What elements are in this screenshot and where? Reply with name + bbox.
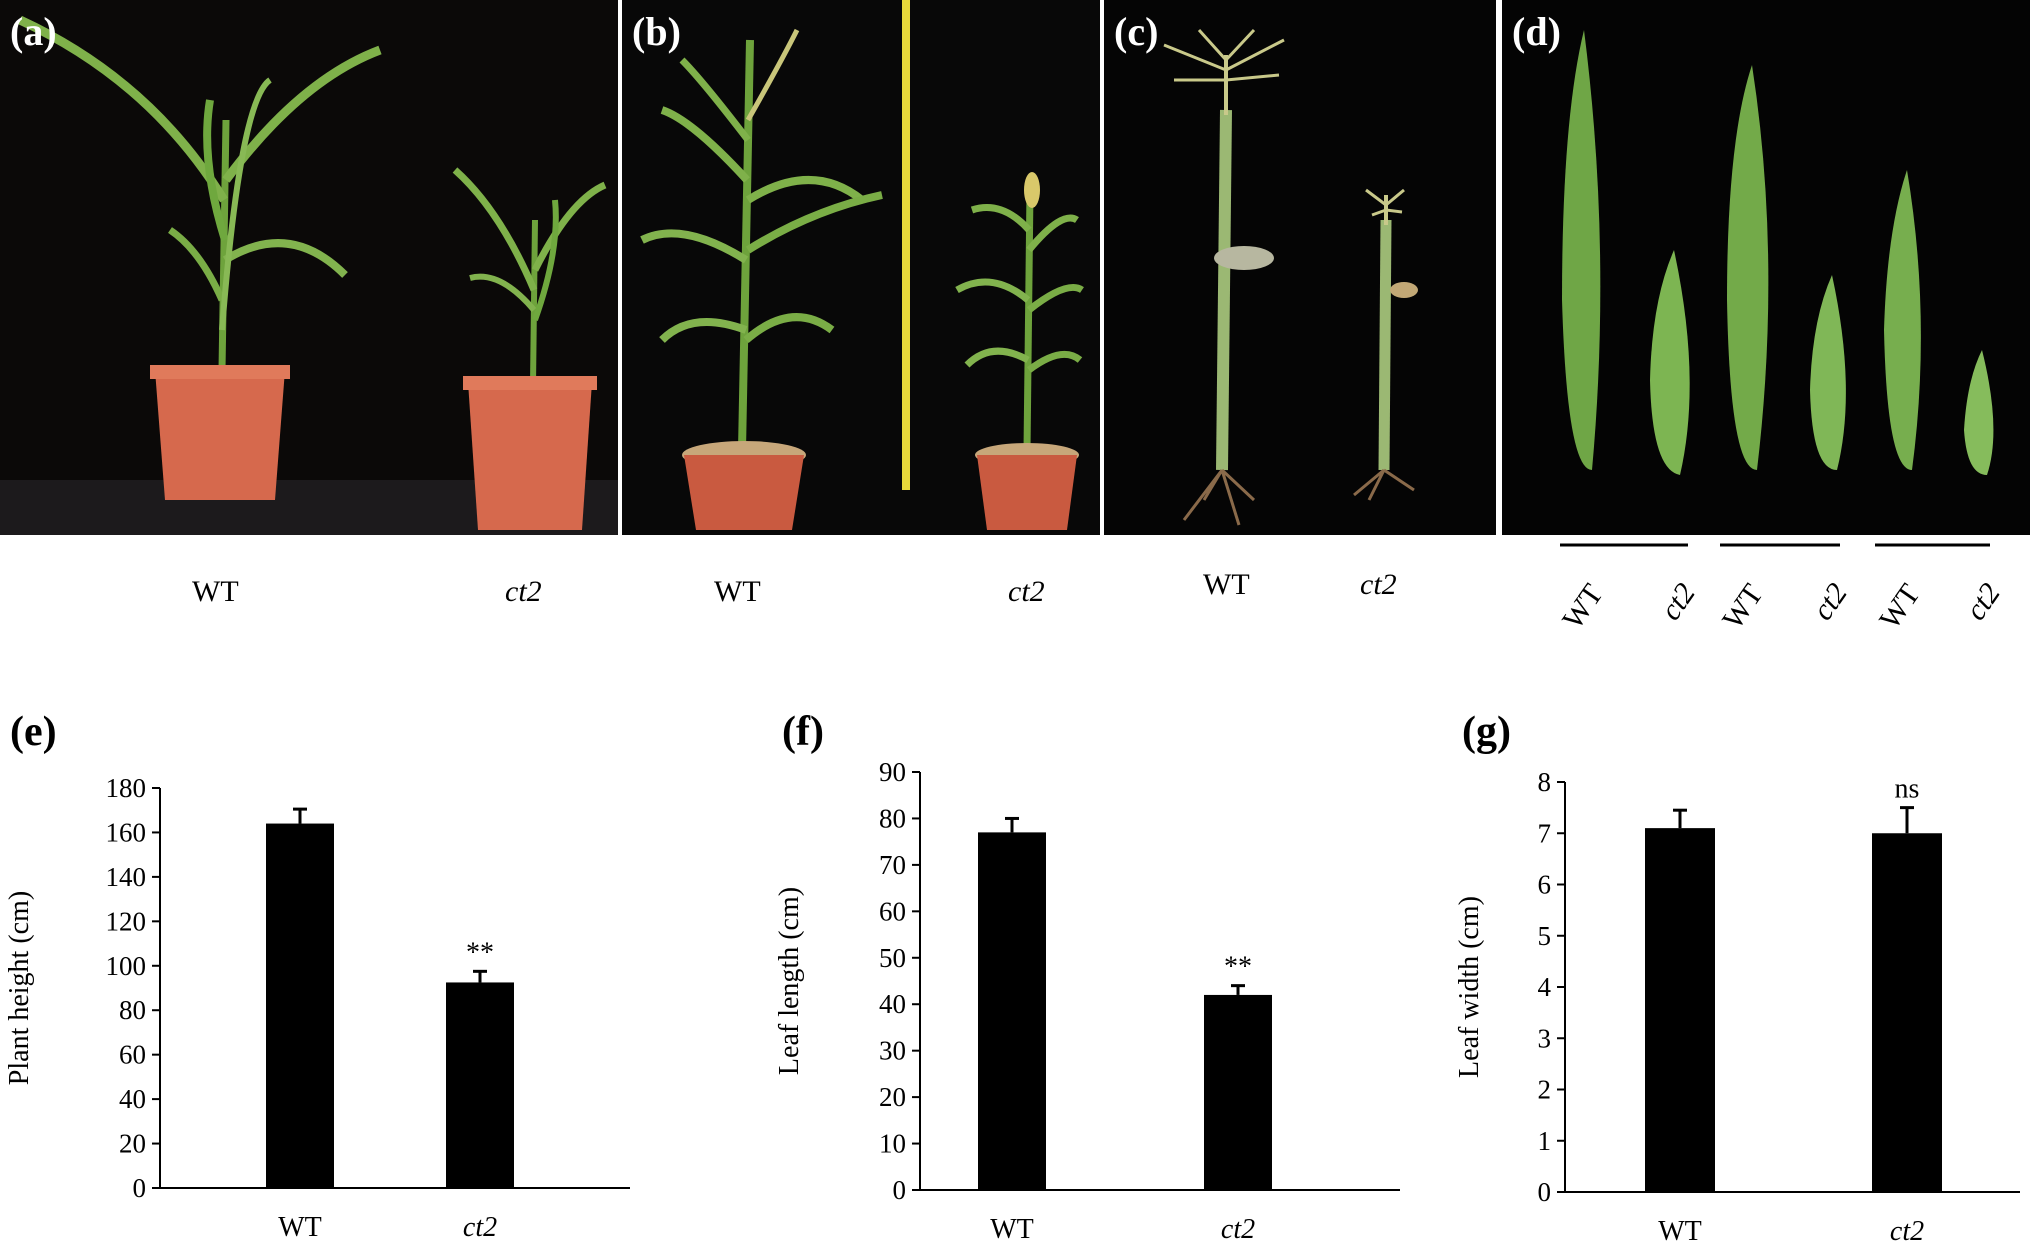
bar-chart-plant-height: 0 20 40 60 80 100 120 140 160 180 Plant height (cm… (4, 773, 630, 1243)
panel-label-d: (d) (1512, 9, 1561, 54)
y-tick-label: 160 (106, 817, 147, 847)
y-tick-label: 80 (879, 803, 906, 833)
bar-ct2 (446, 982, 514, 1188)
y-tick-label: 7 (1538, 818, 1552, 848)
photo-panel-a: (a) (0, 0, 618, 535)
y-axis-title: Plant height (cm) (4, 891, 35, 1085)
y-tick-label: 5 (1538, 921, 1552, 951)
bar-wt (266, 823, 334, 1188)
bar-chart-leaf-width: 0 1 2 3 4 5 6 7 8 Leaf width (cm) WT ns ct2 (1454, 767, 2020, 1247)
x-tick-label: WT (990, 1214, 1034, 1245)
photo-panel-d: (d) (1502, 0, 2030, 535)
y-tick-label: 90 (879, 757, 906, 787)
bar-ct2 (1204, 994, 1272, 1190)
significance-label: ** (466, 937, 494, 968)
y-axis-title: Leaf width (cm) (1454, 896, 1485, 1078)
y-tick-label: 120 (106, 906, 147, 936)
leaf-illustration-d (1562, 30, 1994, 475)
y-tick-label: 140 (106, 862, 147, 892)
y-tick-label: 40 (879, 989, 906, 1019)
y-tick-label: 80 (119, 995, 146, 1025)
chart-label-e: (e) (10, 709, 57, 755)
x-tick-label: ct2 (1221, 1214, 1255, 1245)
leaf-group-lines (1560, 543, 1990, 547)
y-tick-label: 50 (879, 943, 906, 973)
chart-label-f: (f) (782, 709, 824, 755)
y-tick-label: 2 (1538, 1075, 1552, 1105)
y-tick-label: 0 (133, 1173, 147, 1203)
y-tick-label: 10 (879, 1129, 906, 1159)
y-tick-label: 0 (1538, 1177, 1552, 1207)
x-tick-label: WT (278, 1212, 322, 1243)
y-tick-label: 3 (1538, 1023, 1552, 1053)
genotype-label-a-ct2: ct2 (505, 575, 542, 608)
y-tick-label: 1 (1538, 1126, 1552, 1156)
y-tick-label: 40 (119, 1084, 146, 1114)
significance-label: ** (1224, 952, 1252, 983)
y-tick-label: 180 (106, 773, 147, 803)
photo-panel-b: (b) (622, 0, 1100, 535)
genotype-label-a-wt: WT (192, 575, 239, 608)
seedling-illustration-a (0, 15, 618, 535)
y-tick-label: 70 (879, 850, 906, 880)
genotype-label-c-wt: WT (1203, 568, 1250, 601)
genotype-label-b-ct2: ct2 (1008, 575, 1045, 608)
bar-ct2 (1872, 833, 1942, 1192)
y-tick-label: 20 (879, 1082, 906, 1112)
x-tick-label: ct2 (1890, 1216, 1924, 1247)
bar-chart-leaf-length: 0 10 20 30 40 50 60 70 80 90 Leaf length (cm) WT ** c… (774, 757, 1400, 1245)
panel-label-a: (a) (10, 9, 57, 54)
genotype-label-c-ct2: ct2 (1360, 568, 1397, 601)
y-tick-label: 4 (1538, 972, 1552, 1002)
bar-wt (1645, 828, 1715, 1192)
y-tick-label: 100 (106, 951, 147, 981)
mature-plant-illustration-b (640, 0, 1084, 530)
panel-label-b: (b) (632, 9, 681, 54)
chart-label-g: (g) (1462, 709, 1511, 755)
y-tick-label: 8 (1538, 767, 1552, 797)
y-tick-label: 30 (879, 1036, 906, 1066)
y-tick-label: 20 (119, 1129, 146, 1159)
y-axis-title: Leaf length (cm) (774, 887, 805, 1075)
x-tick-label: ct2 (463, 1212, 497, 1243)
y-tick-label: 60 (119, 1040, 146, 1070)
x-tick-label: WT (1658, 1216, 1702, 1247)
y-tick-label: 60 (879, 896, 906, 926)
panel-label-c: (c) (1114, 9, 1159, 54)
genotype-label-b-wt: WT (714, 575, 761, 608)
y-tick-label: 0 (893, 1175, 907, 1205)
y-tick-label: 6 (1538, 870, 1552, 900)
photo-panel-c: (c) (1104, 0, 1496, 535)
stem-illustration-c (1163, 28, 1418, 526)
bar-wt (978, 832, 1046, 1190)
significance-label: ns (1895, 774, 1920, 805)
